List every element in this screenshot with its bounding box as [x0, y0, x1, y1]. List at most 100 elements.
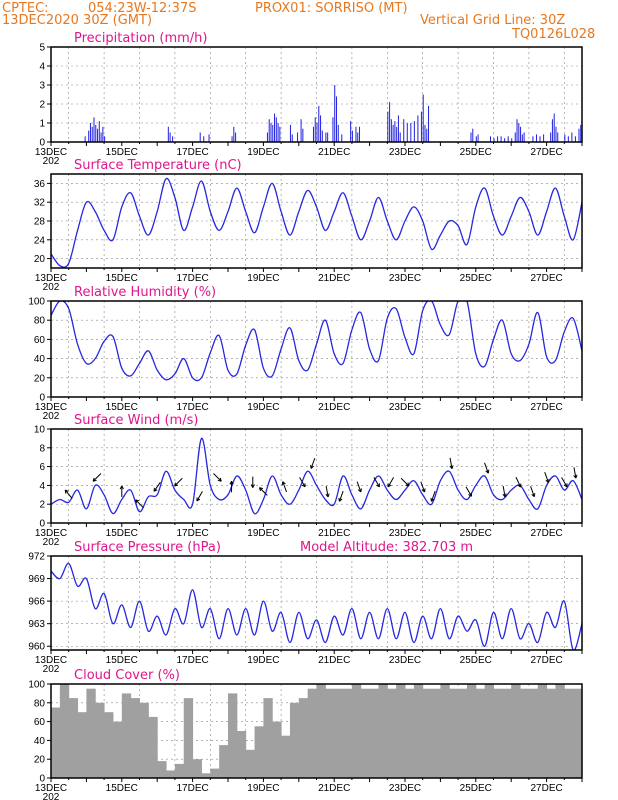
precip-bar [574, 136, 576, 142]
wind-arrow [92, 473, 102, 482]
precip-bar [422, 94, 424, 142]
cloud-bar [334, 688, 344, 778]
precip-bar [334, 85, 336, 142]
y-tick-label: 4 [39, 62, 45, 73]
precip-bar [270, 123, 272, 142]
wind-arrow-head [119, 485, 123, 490]
cloud-bar [466, 684, 477, 778]
cloud-bar [573, 688, 583, 778]
precip-bar [550, 132, 552, 142]
precip-bar [89, 123, 91, 142]
wind-arrow-head [533, 493, 536, 497]
precip-bar [428, 105, 430, 142]
x-tick-label: 27DEC [530, 402, 562, 413]
x-tick-label: 25DEC [460, 783, 492, 794]
x-tick-label: 27DEC [530, 273, 562, 284]
header-datetime: 13DEC2020 30Z (GMT) [2, 13, 152, 28]
wind-arrow-head [360, 488, 362, 493]
wind-arrow [299, 477, 306, 488]
wind-arrow [196, 491, 203, 502]
wind-arrow-head [504, 493, 507, 498]
cloud-bar [449, 688, 459, 778]
x-tick-label: 19DEC [247, 273, 279, 284]
precip-bar [98, 121, 100, 142]
panel-title: Surface Pressure (hPa) [74, 540, 221, 555]
precip-bar [172, 136, 174, 142]
panel-0: Precipitation (mm/h) 0 1 2 3 4 5 13DEC 15DEC 17DE… [35, 31, 583, 167]
wind-arrow-head [135, 499, 138, 504]
x-tick-label: 21DEC [318, 273, 350, 284]
cloud-bar [307, 688, 317, 778]
wind-arrow-shaft [449, 457, 453, 469]
precip-bar [277, 123, 279, 142]
y-tick-label: 0 [39, 519, 45, 530]
series-line [51, 301, 582, 382]
wind-arrow-shaft [515, 476, 522, 488]
cloud-bar [316, 684, 326, 778]
cloud-bar [77, 712, 87, 778]
cloud-bar [484, 684, 494, 778]
wind-arrow-head [487, 469, 490, 474]
x-tick-label: 21DEC [318, 402, 350, 413]
wind-arrow [502, 485, 507, 498]
y-tick-label: 36 [34, 179, 46, 190]
y-tick-label: 32 [34, 198, 46, 209]
wind-arrow-head [153, 489, 158, 492]
x-year-label: 202 [43, 537, 60, 548]
precip-bar [350, 121, 352, 142]
wind-arrow [259, 487, 268, 496]
wind-arrow-head [196, 498, 201, 502]
cloud-bar [245, 749, 256, 778]
wind-arrow [561, 477, 568, 488]
header-source: CPTEC: [2, 1, 49, 16]
cloud-bar [95, 702, 105, 778]
precip-bar [539, 136, 541, 142]
cloud-bar [520, 688, 530, 778]
header-point: PROX01: SORRISO (MT) [255, 1, 408, 16]
precip-bar [472, 128, 474, 142]
panel-title: Cloud Cover (%) [74, 668, 180, 683]
precip-bar [571, 132, 573, 142]
precip-bar [417, 115, 419, 142]
x-tick-label: 17DEC [176, 783, 208, 794]
wind-arrow-shaft [400, 477, 410, 487]
precip-bar [403, 119, 405, 142]
panel-title: Surface Wind (m/s) [74, 413, 198, 428]
cloud-bar [475, 688, 486, 778]
precip-bar [316, 123, 318, 142]
x-tick-label: 15DEC [106, 402, 138, 413]
cloud-bar [546, 688, 556, 778]
y-tick-label: 80 [34, 698, 46, 709]
wind-arrow-shaft [174, 477, 183, 487]
series-line [51, 562, 582, 650]
cloud-bar [236, 731, 247, 778]
precip-bar [297, 132, 299, 142]
wind-arrow [213, 473, 222, 482]
precip-bar [410, 123, 412, 142]
cloud-bar [431, 688, 441, 778]
precip-bar [335, 96, 338, 142]
cloud-bar [413, 684, 424, 778]
wind-arrow [400, 477, 410, 487]
wind-arrow [420, 481, 426, 493]
wind-arrow [544, 472, 550, 483]
cloud-bar [121, 693, 132, 778]
cloud-bar [564, 688, 574, 778]
wind-arrow-shaft [420, 481, 426, 493]
precip-bar [357, 132, 359, 142]
x-tick-label: 13DEC [35, 147, 67, 158]
y-tick-label: 20 [34, 755, 46, 766]
x-tick-label: 27DEC [530, 147, 562, 158]
y-tick-label: 10 [34, 425, 46, 436]
precip-bar [231, 136, 233, 142]
wind-arrow-head [219, 477, 222, 482]
wind-arrow [373, 477, 380, 488]
x-tick-label: 21DEC [318, 147, 350, 158]
x-tick-label: 17DEC [176, 147, 208, 158]
wind-arrow [573, 467, 578, 479]
cloud-bar [360, 688, 371, 778]
cloud-bar [298, 698, 309, 778]
x-tick-label: 27DEC [530, 528, 562, 539]
cloud-bar [440, 684, 450, 778]
wind-arrow [465, 486, 472, 497]
